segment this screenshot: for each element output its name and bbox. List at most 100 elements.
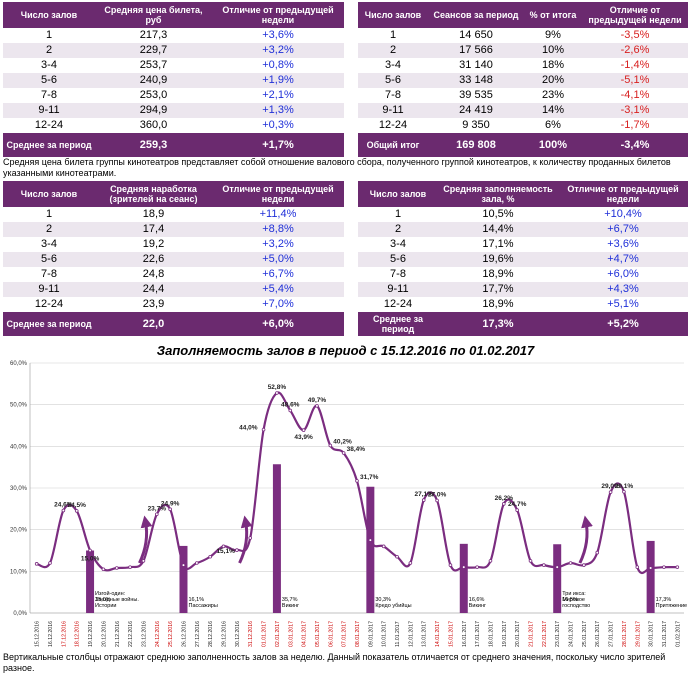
data-point <box>101 567 106 572</box>
x-tick-label: 26.01.2017 <box>595 621 601 647</box>
table-footer-row: Общий итог 169 808 100% -3,4% <box>358 133 688 157</box>
x-tick-label: 14.01.2017 <box>435 621 441 647</box>
y-tick-label: 20,0% <box>10 528 28 534</box>
weekly-bar <box>86 550 95 613</box>
data-point <box>368 538 373 542</box>
bar-film-label: Изгой-один: <box>95 590 126 597</box>
data-point <box>154 512 159 517</box>
x-tick-label: 19.12.2016 <box>88 621 94 647</box>
footer-cell: 22,0 <box>95 312 212 336</box>
y-tick-label: 10,0% <box>10 569 28 575</box>
table-cell: 2 <box>3 222 95 237</box>
table-cell: 19,2 <box>95 237 212 252</box>
table-cell: +4,7% <box>558 252 688 267</box>
table-cell: 1 <box>358 207 438 222</box>
table-cell: 7-8 <box>358 267 438 282</box>
table-cell: +1,9% <box>212 73 344 88</box>
bar-film-label: Звездные войны. <box>95 596 139 603</box>
table-cell: 39 535 <box>428 88 524 103</box>
table-footer-row: Среднее за период 17,3% +5,2% <box>358 312 688 336</box>
col-header: Отличие от предыдущей недели <box>558 181 688 207</box>
x-tick-label: 05.01.2017 <box>315 621 321 647</box>
table-header-row: Число залов Сеансов за период % от итога… <box>358 2 688 28</box>
data-point <box>315 404 319 408</box>
x-tick-label: 31.01.2017 <box>662 621 668 647</box>
point-value-label: 24,9% <box>161 500 180 507</box>
table-row: 12-24 360,0 +0,3% <box>3 118 344 133</box>
x-tick-label: 20.01.2017 <box>515 621 521 647</box>
bar-film-label: Притяжение <box>656 603 688 609</box>
weekly-bar <box>459 543 468 613</box>
table-cell: +1,3% <box>212 103 344 118</box>
table-cell: -2,6% <box>582 43 688 58</box>
table-cell: 12-24 <box>358 118 428 133</box>
table-footer-row: Среднее за период 22,0 +6,0% <box>3 312 344 336</box>
table-cell: +6,7% <box>212 267 344 282</box>
x-tick-label: 30.12.2016 <box>235 621 241 647</box>
table-cell: 18,9% <box>438 267 558 282</box>
table-occupancy: Число залов Средняя заполняемость зала, … <box>358 181 688 336</box>
table-row: 12-24 9 350 6% -1,7% <box>358 118 688 133</box>
occupancy-line <box>36 391 678 575</box>
x-tick-label: 20.12.2016 <box>101 621 107 647</box>
x-tick-label: 01.02.2017 <box>675 621 681 647</box>
col-header: Средняя цена билета, руб <box>95 2 212 28</box>
x-tick-label: 15.01.2017 <box>448 621 454 647</box>
table-cell: 23,9 <box>95 297 212 312</box>
data-point <box>435 498 439 503</box>
table-cell: 2 <box>358 43 428 58</box>
table-cell: +0,8% <box>212 58 344 73</box>
col-header: Число залов <box>358 2 428 28</box>
x-tick-label: 27.12.2016 <box>195 621 201 647</box>
table-cell: 9 350 <box>428 118 524 133</box>
table-cell: 12-24 <box>3 297 95 312</box>
bar-film-label: Три икса: <box>562 591 586 597</box>
col-header: Число залов <box>3 2 95 28</box>
table-cell: 24,4 <box>95 282 212 297</box>
data-point <box>675 565 680 569</box>
table-cell: 18,9% <box>438 297 558 312</box>
point-value-label: 23,7% <box>148 505 167 512</box>
data-point <box>114 566 119 570</box>
table-cell: 10,5% <box>438 207 558 222</box>
data-point <box>195 561 199 565</box>
table-cell: +5,1% <box>558 297 688 312</box>
table-cell: 253,0 <box>95 88 212 103</box>
table-ticket-price: Число залов Средняя цена билета, руб Отл… <box>3 2 344 157</box>
table-cell: 3-4 <box>358 58 428 73</box>
point-value-label: 40,2% <box>333 439 352 446</box>
bar-value-label: 16,6% <box>469 597 485 603</box>
weekly-bar <box>272 464 281 613</box>
trend-arrow <box>238 515 253 564</box>
chart-title: Заполняемость залов в период с 15.12.201… <box>156 343 535 358</box>
table-row: 2 14,4% +6,7% <box>358 222 688 237</box>
table-cell: 1 <box>3 28 95 43</box>
col-header: Средняя заполняемость зала, % <box>438 181 558 207</box>
table-cell: 2 <box>358 222 438 237</box>
table-cell: 5-6 <box>3 252 95 267</box>
table-cell: 3-4 <box>3 237 95 252</box>
point-value-label: 52,8% <box>268 384 287 391</box>
data-point <box>515 508 519 512</box>
x-tick-label: 07.01.2017 <box>342 621 348 647</box>
data-point <box>275 391 279 395</box>
table-cell: -1,4% <box>582 58 688 73</box>
table-cell: -3,5% <box>582 28 688 43</box>
bar-film-label: Пассажиры <box>188 603 217 609</box>
table-row: 7-8 253,0 +2,1% <box>3 88 344 103</box>
data-point <box>395 554 399 559</box>
data-point <box>355 479 359 483</box>
trend-arrow <box>578 515 593 564</box>
x-tick-label: 29.12.2016 <box>222 621 228 647</box>
data-point <box>381 544 386 549</box>
col-header: Отличие от предыдущей недели <box>212 2 344 28</box>
bar-value-label: 17,3% <box>656 597 672 603</box>
table-cell: 19,6% <box>438 252 558 267</box>
bar-film-label: Кредо убийцы <box>375 602 411 609</box>
table-cell: 2 <box>3 43 95 58</box>
data-point <box>261 427 266 432</box>
data-point <box>475 565 479 569</box>
footer-cell: Среднее за период <box>358 312 438 336</box>
point-value-label: 48,6% <box>281 402 300 409</box>
table-cell: 23% <box>524 88 582 103</box>
